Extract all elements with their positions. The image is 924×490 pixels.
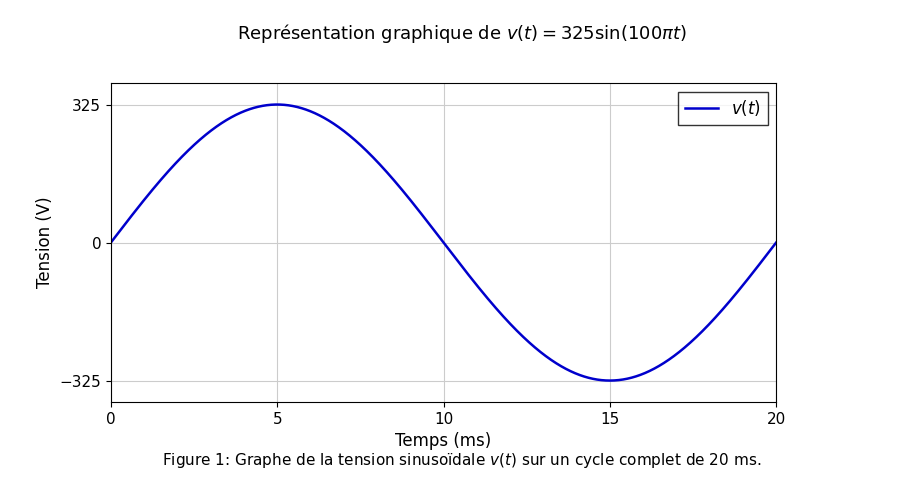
$v(t)$ (771, 240, 782, 245)
$v(t)$ (604, 378, 615, 384)
X-axis label: Temps (ms): Temps (ms) (395, 432, 492, 450)
$v(t)$ (751, 264, 762, 270)
Y-axis label: Tension (V): Tension (V) (36, 197, 54, 288)
$v(t)$ (752, 264, 763, 270)
$v(t)$ (429, 228, 440, 234)
$v(t)$ (411, 205, 422, 211)
Text: Représentation graphique de $v(t) = 325\sin(100\pi t)$: Représentation graphique de $v(t) = 325\… (237, 22, 687, 45)
$v(t)$ (630, 374, 641, 380)
Line: $v(t)$: $v(t)$ (111, 104, 776, 381)
$v(t)$ (140, 196, 151, 202)
$v(t)$ (105, 240, 116, 245)
Text: Figure 1: Graphe de la tension sinusoïdale $v(t)$ sur un cycle complet de 20 ms.: Figure 1: Graphe de la tension sinusoïda… (163, 451, 761, 470)
$v(t)$ (272, 101, 283, 107)
Legend: $v(t)$: $v(t)$ (678, 92, 768, 125)
